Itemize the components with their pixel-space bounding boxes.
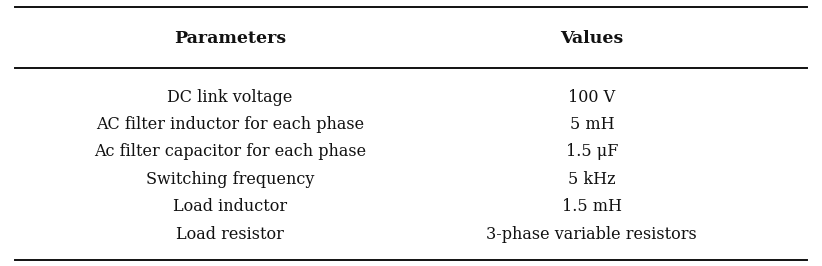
Text: 1.5 mH: 1.5 mH [562, 198, 621, 215]
Text: 3-phase variable resistors: 3-phase variable resistors [487, 226, 697, 243]
Text: 5 mH: 5 mH [570, 116, 614, 133]
Text: AC filter inductor for each phase: AC filter inductor for each phase [96, 116, 364, 133]
Text: Ac filter capacitor for each phase: Ac filter capacitor for each phase [94, 143, 367, 160]
Text: Parameters: Parameters [174, 30, 286, 47]
Text: 100 V: 100 V [568, 89, 616, 106]
Text: Load resistor: Load resistor [176, 226, 284, 243]
Text: 5 kHz: 5 kHz [568, 171, 616, 188]
Text: DC link voltage: DC link voltage [168, 89, 293, 106]
Text: Values: Values [561, 30, 623, 47]
Text: Load inductor: Load inductor [173, 198, 287, 215]
Text: Switching frequency: Switching frequency [146, 171, 314, 188]
Text: 1.5 μF: 1.5 μF [566, 143, 618, 160]
